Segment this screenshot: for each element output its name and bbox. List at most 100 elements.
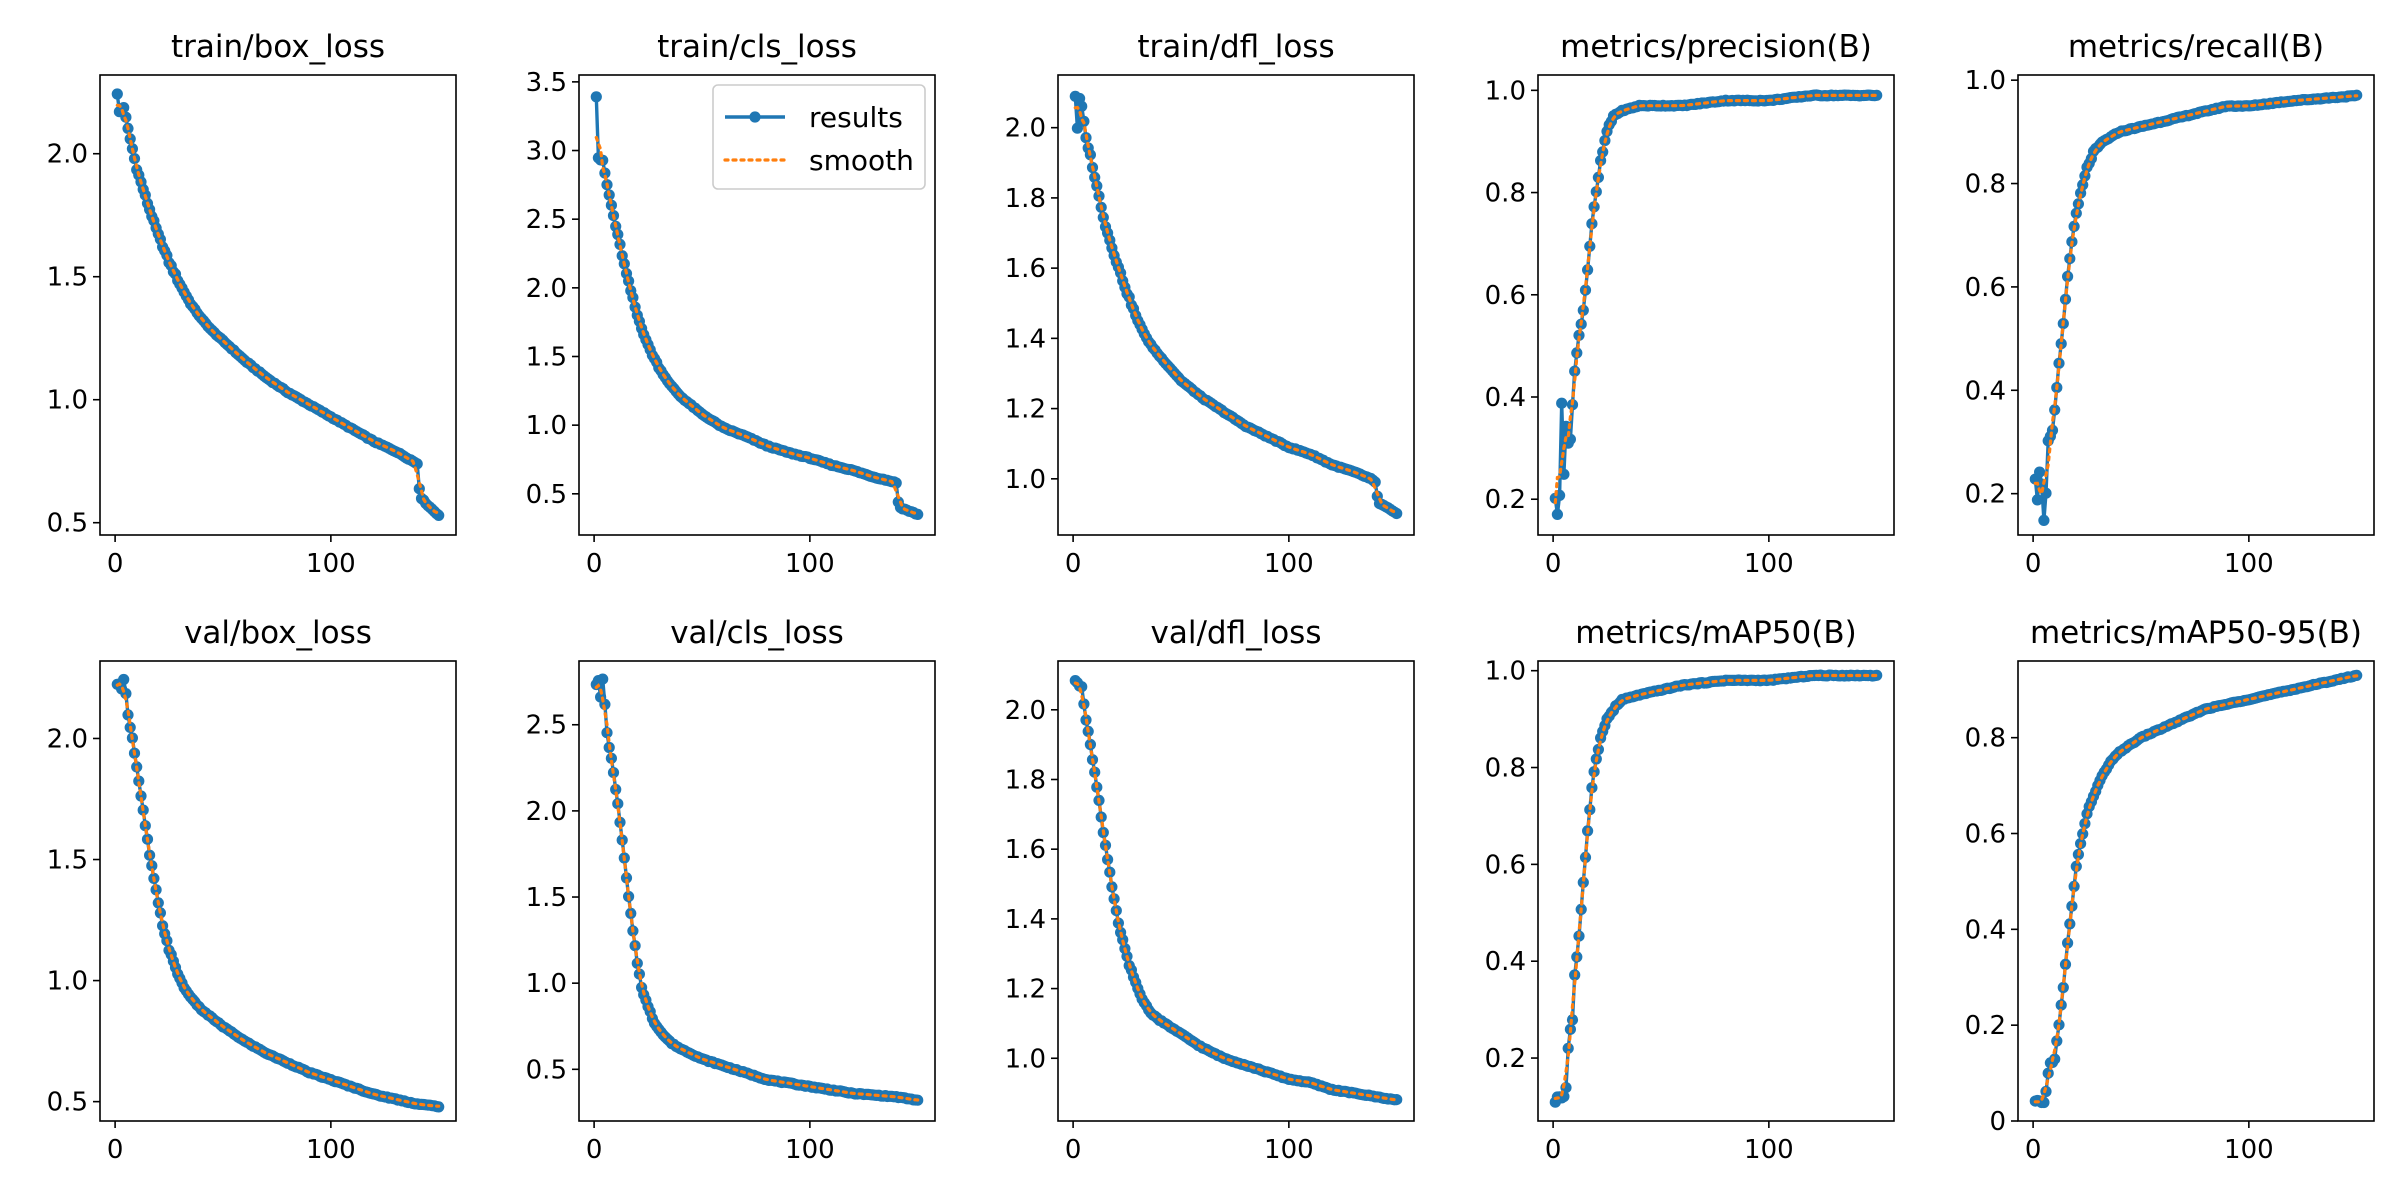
- results-point: [2038, 514, 2050, 527]
- y-tick-label: 1.5: [47, 846, 88, 876]
- axes-frame: [2017, 74, 2375, 536]
- results-point: [597, 673, 609, 685]
- results-line: [117, 679, 439, 1109]
- results-point: [2049, 1053, 2061, 1065]
- y-tick-label: 3.0: [526, 137, 567, 167]
- results-point: [1573, 329, 1585, 341]
- results-point: [614, 238, 626, 250]
- y-tick-label: 0.6: [1485, 850, 1526, 880]
- results-point: [590, 91, 602, 103]
- y-tick-label: 1.4: [1005, 905, 1046, 935]
- x-tick-label: 100: [785, 549, 835, 579]
- results-point: [2077, 828, 2089, 840]
- y-tick-label: 1.5: [526, 342, 567, 372]
- y-tick-label: 0.8: [1965, 724, 2006, 754]
- y-tick-label: 0: [1989, 1107, 2006, 1137]
- axes-frame: [99, 74, 457, 536]
- y-tick-label: 0.5: [47, 509, 88, 539]
- y-tick-label: 0.5: [526, 1055, 567, 1085]
- y-tick-label: 2.0: [526, 797, 567, 827]
- x-tick-label: 100: [306, 1135, 356, 1165]
- y-tick-label: 0.2: [1965, 1011, 2006, 1041]
- results-point: [1586, 218, 1598, 230]
- y-tick-label: 3.5: [526, 68, 567, 98]
- subplot-6: val/cls_loss 0.5 1.0 1.5 2.0 2.5 0 100: [526, 615, 936, 1165]
- axes-frame: [99, 660, 457, 1122]
- x-tick-label: 100: [2224, 1135, 2274, 1165]
- y-tick-label: 1.6: [1005, 835, 1046, 865]
- legend: results smooth: [712, 84, 926, 190]
- results-markers: [111, 673, 445, 1113]
- y-tick-label: 0.5: [526, 480, 567, 510]
- x-tick-label: 0: [1065, 549, 1082, 579]
- results-markers: [1549, 89, 1883, 520]
- y-tick-label: 2.5: [526, 205, 567, 235]
- y-tick-label: 1.5: [47, 263, 88, 293]
- results-markers: [111, 88, 445, 521]
- results-point: [111, 88, 123, 100]
- legend-box: [712, 84, 926, 190]
- subplot-8: metrics/mAP50(B) 0.2 0.4 0.6 0.8 1.0 0 100: [1485, 615, 1895, 1165]
- subplot-title: train/dfl_loss: [1137, 29, 1334, 65]
- smooth-line: [115, 103, 441, 515]
- y-tick-label: 1.8: [1005, 184, 1046, 214]
- subplot-5: val/box_loss 0.5 1.0 1.5 2.0 0 100: [47, 615, 457, 1165]
- x-tick-label: 0: [586, 549, 603, 579]
- y-tick-label: 0.6: [1485, 281, 1526, 311]
- smooth-line: [1553, 673, 1879, 1100]
- y-tick-label: 1.0: [47, 386, 88, 416]
- results-markers: [2029, 89, 2363, 527]
- x-tick-label: 100: [1264, 1135, 1314, 1165]
- subplot-title: train/box_loss: [171, 29, 385, 65]
- subplot-0: train/box_loss 0.5 1.0 1.5 2.0 0 100: [47, 29, 457, 579]
- y-tick-label: 1.0: [47, 967, 88, 997]
- results-line: [2033, 93, 2358, 521]
- y-tick-label: 0.5: [47, 1088, 88, 1118]
- x-tick-label: 100: [306, 549, 356, 579]
- subplot-9: metrics/mAP50-95(B) 0 0.2 0.4 0.6 0.8 0 100: [1965, 615, 2375, 1165]
- results-point: [135, 790, 147, 802]
- results-point: [1577, 304, 1589, 316]
- y-tick-label: 2.0: [526, 274, 567, 304]
- y-tick-label: 2.5: [526, 711, 567, 741]
- results-markers: [1069, 90, 1403, 520]
- y-tick-label: 0.6: [1965, 820, 2006, 850]
- y-tick-label: 0.8: [1485, 179, 1526, 209]
- smooth-line: [115, 682, 441, 1108]
- x-tick-label: 0: [586, 1135, 603, 1165]
- subplot-4: metrics/recall(B) 0.2 0.4 0.6 0.8 1.0 0 100: [1965, 29, 2375, 579]
- results-point: [1112, 917, 1124, 929]
- y-tick-label: 1.2: [1005, 395, 1046, 425]
- results-point: [2046, 424, 2059, 436]
- y-tick-label: 0.2: [1965, 480, 2006, 510]
- x-tick-label: 100: [1744, 549, 1794, 579]
- results-point: [1089, 766, 1101, 778]
- legend-results-label: results: [809, 101, 903, 134]
- y-tick-label: 1.0: [1005, 1044, 1046, 1074]
- results-line: [594, 675, 918, 1102]
- y-tick-label: 2.0: [1005, 114, 1046, 144]
- y-tick-label: 1.0: [526, 969, 567, 999]
- y-tick-label: 1.0: [1965, 66, 2006, 96]
- y-tick-label: 0.4: [1965, 915, 2006, 945]
- axes-frame: [1537, 660, 1895, 1122]
- x-tick-label: 100: [1264, 549, 1314, 579]
- smooth-line: [2033, 94, 2359, 498]
- y-tick-label: 1.6: [1005, 254, 1046, 284]
- results-point: [124, 133, 136, 145]
- subplot-title: val/box_loss: [184, 615, 372, 651]
- results-point: [2034, 466, 2046, 478]
- smooth-line: [594, 135, 920, 516]
- results-point: [605, 752, 618, 764]
- axes-frame: [578, 74, 936, 536]
- x-tick-label: 0: [107, 549, 124, 579]
- results-point: [1597, 146, 1609, 158]
- subplot-2: train/dfl_loss 1.0 1.2 1.4 1.6 1.8 2.0 0 100: [1005, 29, 1415, 579]
- x-tick-label: 100: [785, 1135, 835, 1165]
- x-tick-label: 0: [1545, 549, 1562, 579]
- subplot-title: metrics/recall(B): [2068, 29, 2324, 65]
- axes-frame: [2017, 660, 2375, 1122]
- results-line: [1073, 96, 1398, 515]
- results-point: [1590, 186, 1602, 198]
